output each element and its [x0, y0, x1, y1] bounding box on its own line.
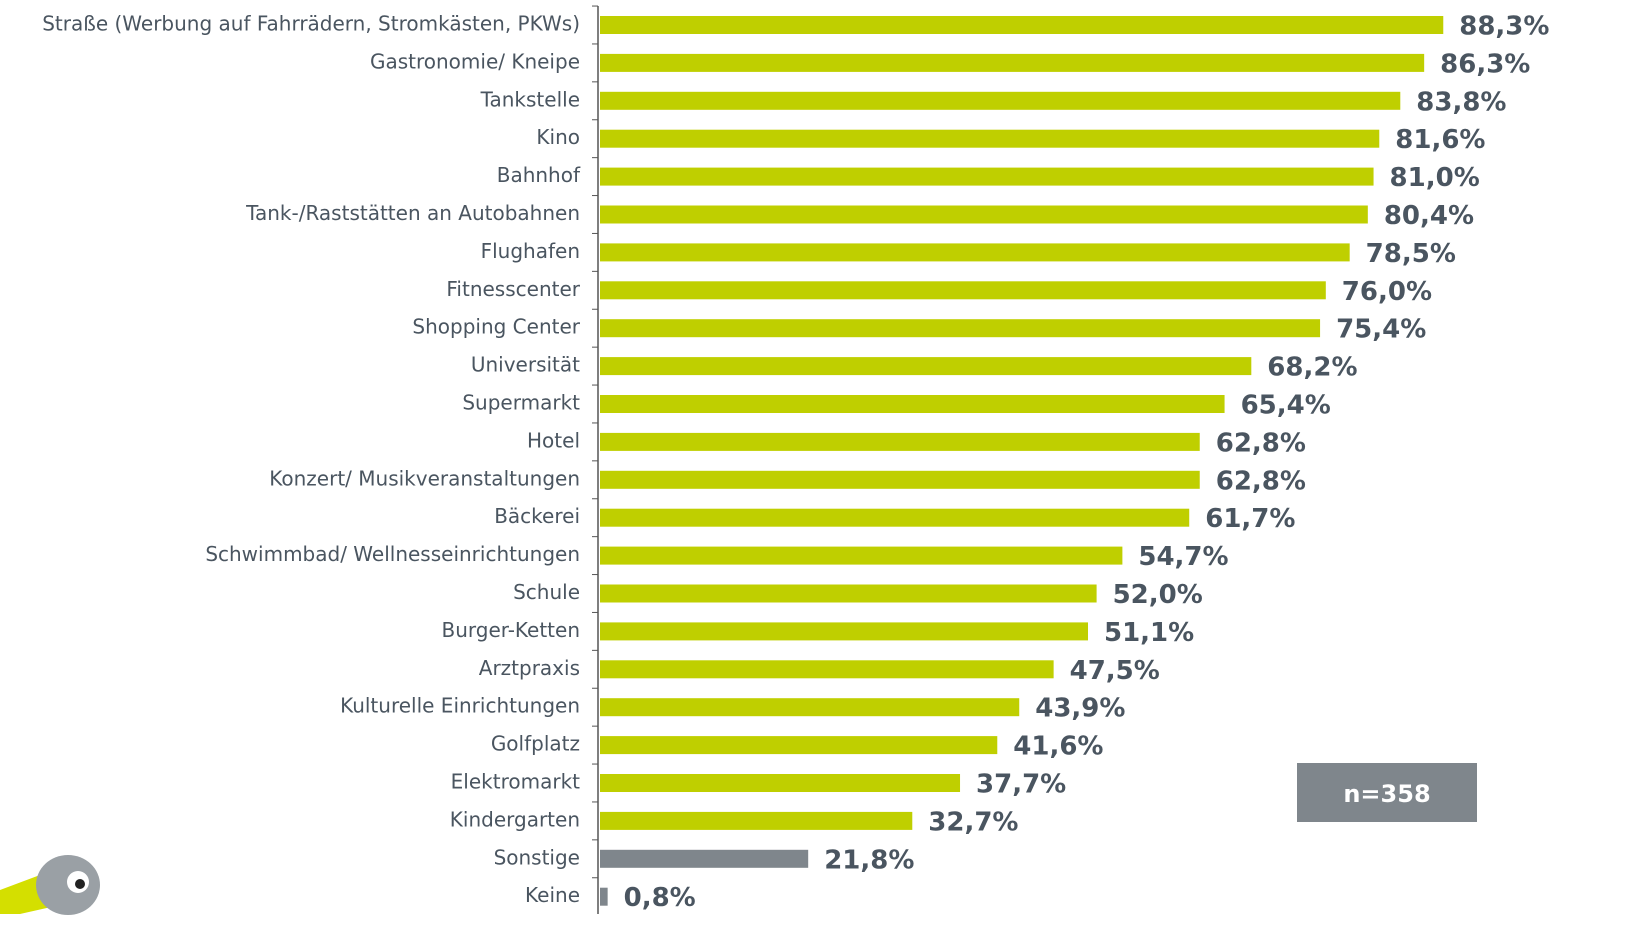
bar — [600, 281, 1326, 300]
value-label: 41,6% — [1013, 732, 1103, 762]
value-label: 62,8% — [1216, 428, 1306, 458]
category-label: Supermarkt — [462, 391, 580, 415]
bar — [600, 698, 1020, 717]
value-label: 81,6% — [1395, 125, 1485, 155]
category-label: Konzert/ Musikveranstaltungen — [269, 466, 580, 490]
value-label: 37,7% — [976, 770, 1066, 800]
value-label: 83,8% — [1416, 87, 1506, 117]
bar — [600, 584, 1097, 603]
bar — [600, 508, 1190, 527]
bar — [600, 660, 1054, 679]
category-label: Fitnesscenter — [446, 277, 580, 301]
bar — [600, 243, 1350, 262]
category-label: Schule — [513, 580, 580, 604]
category-label: Elektromarkt — [451, 770, 580, 794]
category-label: Straße (Werbung auf Fahrrädern, Stromkäs… — [42, 12, 580, 36]
value-label: 51,1% — [1104, 618, 1194, 648]
bar — [600, 319, 1321, 338]
bar — [600, 395, 1225, 413]
value-label: 0,8% — [624, 883, 696, 913]
category-label: Tank-/Raststätten an Autobahnen — [245, 201, 580, 225]
bar — [600, 736, 998, 755]
category-label: Bäckerei — [494, 504, 580, 528]
value-label: 47,5% — [1070, 656, 1160, 686]
value-label: 86,3% — [1440, 49, 1530, 79]
value-label: 65,4% — [1241, 391, 1331, 421]
bar — [600, 16, 1444, 34]
category-label: Burger-Ketten — [441, 618, 580, 642]
bar — [600, 774, 961, 792]
category-label: Schwimmbad/ Wellnesseinrichtungen — [205, 542, 580, 566]
value-label: 78,5% — [1366, 239, 1456, 269]
mascot — [0, 855, 100, 915]
category-label: Gastronomie/ Kneipe — [370, 49, 580, 73]
category-label: Kulturelle Einrichtungen — [340, 694, 580, 718]
category-label: Bahnhof — [497, 163, 581, 187]
category-label: Kino — [536, 125, 580, 149]
bar — [600, 357, 1252, 376]
bar — [600, 849, 809, 868]
value-label: 88,3% — [1459, 12, 1549, 42]
bar — [600, 53, 1425, 72]
category-label: Flughafen — [481, 239, 580, 263]
category-label: Shopping Center — [412, 315, 580, 339]
category-label: Golfplatz — [491, 732, 580, 756]
bar — [600, 91, 1401, 110]
bar — [600, 811, 913, 830]
value-label: 80,4% — [1384, 201, 1474, 231]
mascot-pupil — [75, 879, 85, 889]
category-label: Arztpraxis — [479, 656, 580, 680]
bar — [600, 432, 1200, 451]
value-label: 61,7% — [1205, 504, 1295, 534]
category-label: Hotel — [527, 428, 580, 452]
bar — [600, 205, 1368, 224]
value-label: 62,8% — [1216, 466, 1306, 496]
value-label: 75,4% — [1336, 315, 1426, 345]
value-label: 21,8% — [824, 845, 914, 875]
category-label: Keine — [525, 883, 580, 907]
bar — [600, 546, 1123, 565]
value-label: 43,9% — [1035, 694, 1125, 724]
value-label: 54,7% — [1138, 542, 1228, 572]
category-label: Sonstige — [494, 845, 580, 869]
bar — [600, 129, 1380, 148]
annotation: n=358 — [1343, 780, 1430, 808]
bar — [600, 167, 1374, 186]
value-label: 68,2% — [1267, 353, 1357, 383]
bar — [600, 887, 608, 906]
bar — [600, 470, 1200, 489]
category-label: Tankstelle — [480, 87, 580, 111]
bar — [600, 622, 1089, 641]
value-label: 81,0% — [1390, 163, 1480, 193]
value-label: 76,0% — [1342, 277, 1432, 307]
value-label: 52,0% — [1113, 580, 1203, 610]
value-label: 32,7% — [928, 807, 1018, 837]
annotation-box — [1297, 763, 1477, 822]
category-label: Kindergarten — [450, 807, 580, 831]
category-label: Universität — [471, 353, 580, 377]
